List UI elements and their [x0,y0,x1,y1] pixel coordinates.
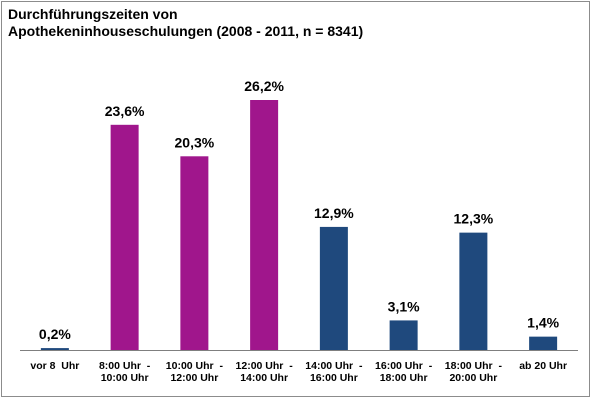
bar-4 [319,226,348,350]
category-label-2-line-0: 10:00 Uhr - [166,360,224,372]
chart-title: Durchführungszeiten von Apothekeninhouse… [8,6,568,40]
value-label-2: 20,3% [175,134,215,150]
value-label-6: 12,3% [454,211,494,227]
category-label-0-line-0: vor 8 Uhr [30,360,79,372]
category-label-3-line-1: 14:00 Uhr [240,372,288,384]
bar-0 [40,348,69,350]
category-label-7-line-0: ab 20 Uhr [519,360,567,372]
bar-1 [110,124,139,350]
bar-3 [250,100,279,350]
chart-title-line-2: Apothekeninhouseschulungen (2008 - 2011,… [8,23,364,39]
bar-5 [389,320,418,350]
category-label-4-line-1: 16:00 Uhr [310,372,358,384]
category-label-6-line-0: 18:00 Uhr - [445,360,503,372]
category-label-5-line-0: 16:00 Uhr - [375,360,433,372]
bars-group [40,100,558,350]
value-label-3: 26,2% [244,78,284,94]
category-label-1-line-1: 10:00 Uhr [101,372,149,384]
value-labels-group: 0,2% 23,6% 20,3% 26,2% 12,9% 3,1% 12,3% 1,4% [39,78,560,342]
value-label-5: 3,1% [388,298,420,314]
value-label-7: 1,4% [527,315,559,331]
category-label-6-line-1: 20:00 Uhr [449,372,497,384]
value-label-0: 0,2% [39,326,71,342]
category-label-1-line-0: 8:00 Uhr - [99,360,151,372]
category-label-5-line-1: 18:00 Uhr [380,372,428,384]
category-label-4-line-0: 14:00 Uhr - [305,360,363,372]
bar-6 [459,232,488,350]
category-label-2-line-1: 12:00 Uhr [170,372,218,384]
value-label-1: 23,6% [105,103,145,119]
bar-2 [180,156,209,350]
value-label-4: 12,9% [314,205,354,221]
category-label-3-line-0: 12:00 Uhr - [236,360,294,372]
chart-title-line-1: Durchführungszeiten von [8,6,178,22]
bar-7 [529,336,558,350]
